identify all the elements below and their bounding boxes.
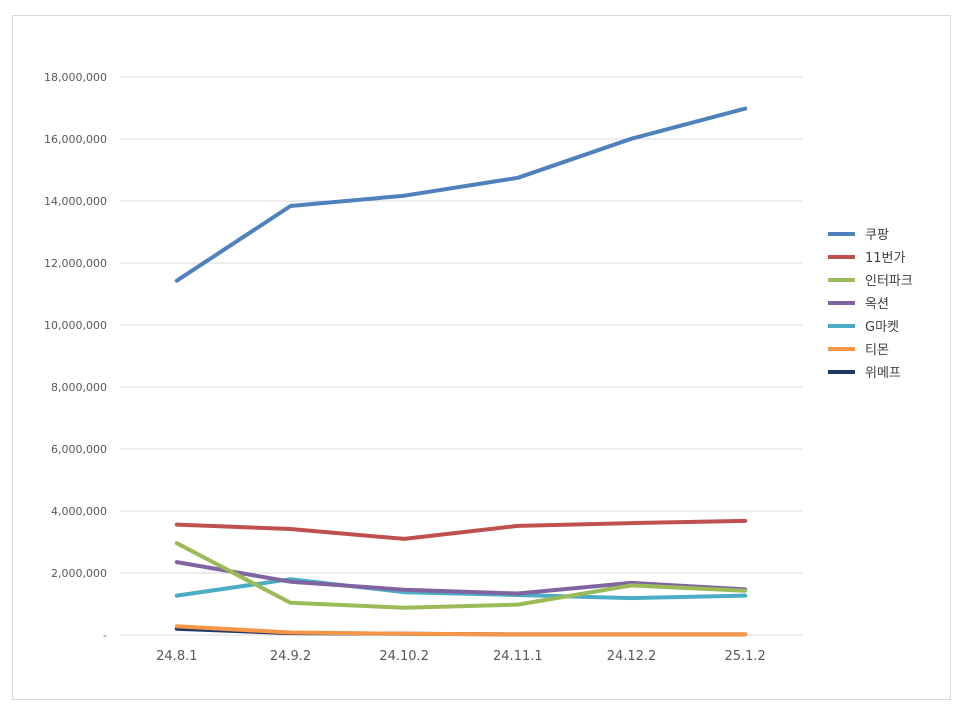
y-tick-label: 16,000,000 [44,133,107,146]
series-line [174,560,748,596]
y-tick-label: 8,000,000 [51,381,107,394]
legend-label: 인터파크 [865,274,913,289]
x-axis-ticks: 24.8.1 24.9.2 24.10.2 24.11.1 24.12.2 25.1.2 [156,649,766,664]
legend-label: G마켓 [865,320,899,335]
legend-label: 옥션 [865,297,889,312]
y-tick-label: 4,000,000 [51,505,107,518]
chart-frame [12,15,951,700]
x-tick-label: 24.12.2 [607,649,657,664]
y-tick-label: - [103,629,107,642]
x-tick-label: 24.9.2 [270,649,311,664]
legend-label: 위메프 [865,366,901,381]
y-tick-label: 14,000,000 [44,195,107,208]
y-tick-label: 2,000,000 [51,567,107,580]
gridlines [120,76,802,636]
legend-label: 티몬 [865,343,889,358]
y-tick-label: 12,000,000 [44,257,107,270]
series-line [174,518,748,541]
y-tick-label: 6,000,000 [51,443,107,456]
y-tick-label: 10,000,000 [44,319,107,332]
legend-label: 쿠팡 [865,228,889,243]
x-tick-label: 24.11.1 [493,649,543,664]
series-line [174,106,748,283]
legend-label: 11번가 [865,251,906,266]
x-tick-label: 24.10.2 [379,649,429,664]
series-lines [174,106,748,637]
y-axis-ticks: - 2,000,000 4,000,000 6,000,000 8,000,000 10,… [44,71,107,642]
x-tick-label: 24.8.1 [156,649,197,664]
x-tick-label: 25.1.2 [724,649,765,664]
series-line [174,624,748,637]
y-tick-label: 18,000,000 [44,71,107,84]
series-line [174,541,748,610]
